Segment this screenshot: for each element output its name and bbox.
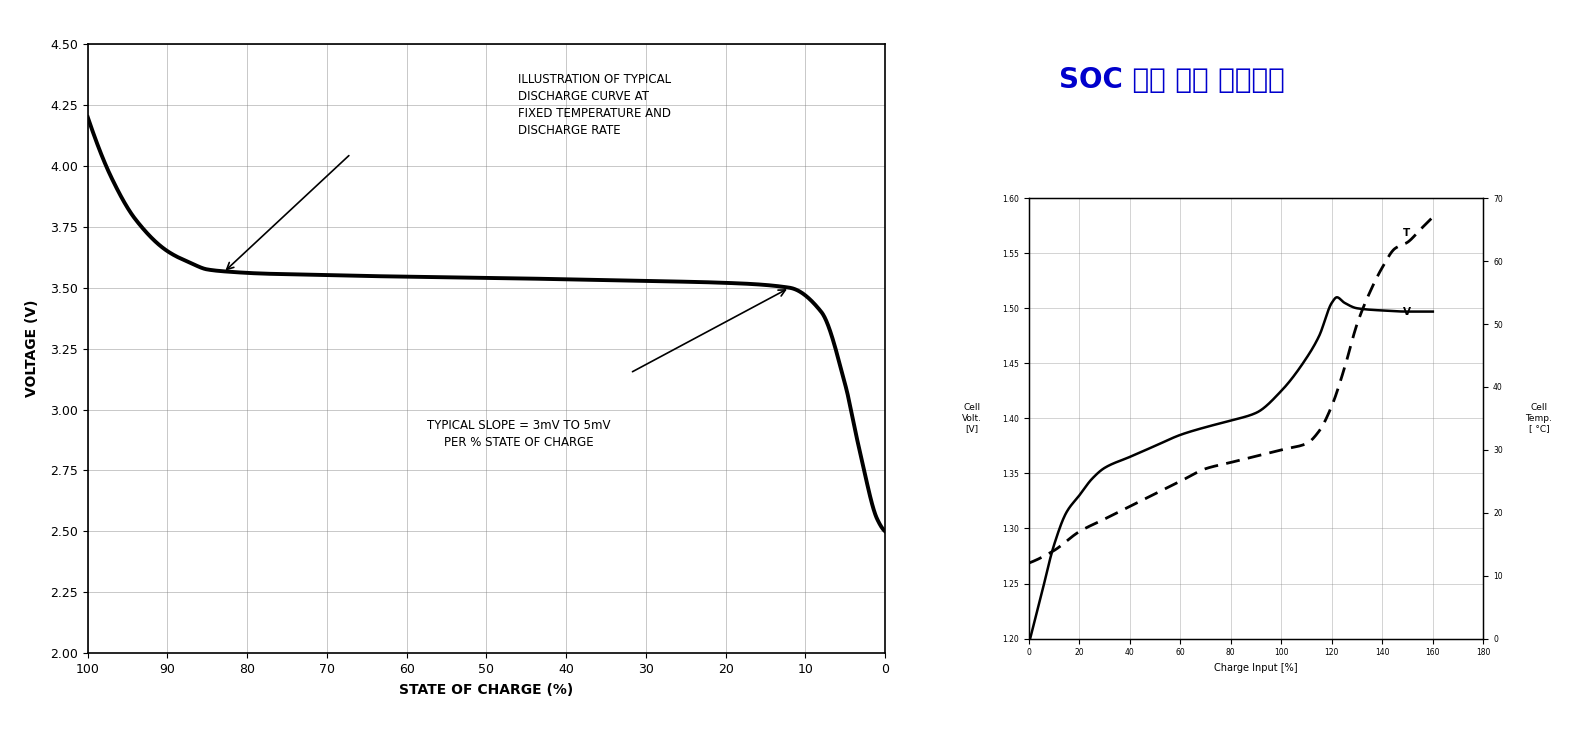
Y-axis label: VOLTAGE (V): VOLTAGE (V)	[26, 300, 38, 397]
Text: ILLUSTRATION OF TYPICAL
DISCHARGE CURVE AT
FIXED TEMPERATURE AND
DISCHARGE RATE: ILLUSTRATION OF TYPICAL DISCHARGE CURVE …	[518, 73, 671, 137]
Y-axis label: Cell
Volt.
[V]: Cell Volt. [V]	[962, 404, 981, 433]
Text: TYPICAL SLOPE = 3mV TO 5mV
PER % STATE OF CHARGE: TYPICAL SLOPE = 3mV TO 5mV PER % STATE O…	[426, 419, 611, 449]
Text: T: T	[1402, 228, 1410, 238]
X-axis label: Charge Input [%]: Charge Input [%]	[1214, 663, 1298, 673]
Text: V: V	[1402, 307, 1410, 317]
Y-axis label: Cell
Temp.
[ °C]: Cell Temp. [ °C]	[1525, 404, 1552, 433]
X-axis label: STATE OF CHARGE (%): STATE OF CHARGE (%)	[399, 683, 574, 697]
Text: SOC 자동 측정 알고리즘: SOC 자동 측정 알고리즘	[1059, 66, 1286, 94]
